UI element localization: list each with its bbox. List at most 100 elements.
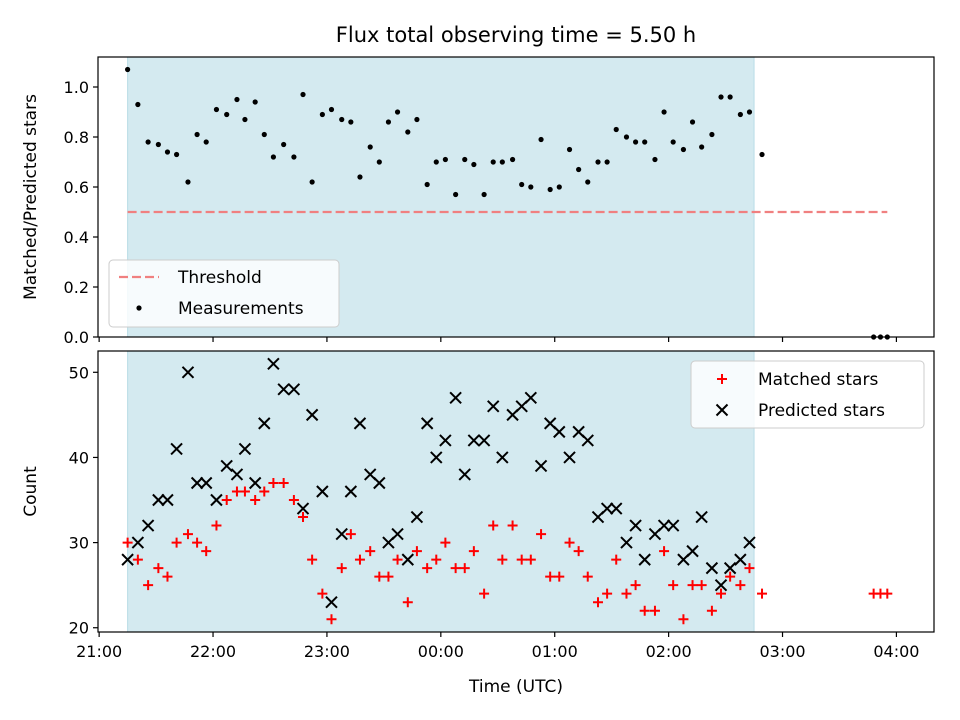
predicted-star-point xyxy=(305,408,319,422)
x-tick-label: 21:00 xyxy=(76,642,122,661)
measurement-point xyxy=(213,106,220,113)
matched-star-point xyxy=(239,486,250,497)
y-tick-label: 30 xyxy=(69,534,89,553)
matched-star-point xyxy=(336,563,347,574)
predicted-star-point xyxy=(467,434,481,447)
matched-star-point xyxy=(201,546,212,557)
y-axis-label: Matched/Predicted stars xyxy=(21,94,41,300)
predicted-star-point xyxy=(152,493,165,507)
matched-star-point xyxy=(298,512,309,523)
predicted-star-point xyxy=(449,391,462,405)
predicted-star-point xyxy=(267,357,280,370)
matched-star-point xyxy=(440,537,451,548)
measurement-point xyxy=(367,144,373,150)
matched-star-point xyxy=(411,546,422,557)
measurement-point xyxy=(164,149,171,155)
predicted-star-point xyxy=(420,417,434,430)
count-panel: 20 30 40 50 21:00 22:00 23:00 00:00 01:00 02:00 03… xyxy=(21,350,935,661)
measurement-point xyxy=(291,154,297,160)
measurement-point xyxy=(670,139,676,145)
measurement-point xyxy=(442,156,448,163)
matched-star-point xyxy=(649,605,660,616)
y-tick-label: 1.0 xyxy=(64,78,89,97)
matched-star-point xyxy=(374,571,385,582)
matched-star-point xyxy=(221,495,232,506)
legend-box xyxy=(690,360,925,429)
x-tick-label: 02:00 xyxy=(646,642,692,661)
matched-star-point xyxy=(182,529,193,540)
predicted-star-point xyxy=(238,442,252,456)
matched-star-point xyxy=(573,546,584,557)
matched-star-point xyxy=(554,571,565,582)
axes-frame xyxy=(97,350,935,633)
matched-star-point xyxy=(497,554,508,565)
predicted-star-point xyxy=(620,536,633,549)
matched-star-point xyxy=(488,520,499,531)
measurement-point xyxy=(173,151,180,158)
matched-star-point xyxy=(507,520,518,531)
x-tick-label: 03:00 xyxy=(759,642,805,661)
measurement-point xyxy=(281,141,287,148)
measurement-point xyxy=(424,181,430,188)
matched-star-point xyxy=(564,537,575,548)
measurement-point xyxy=(357,174,363,180)
predicted-star-point xyxy=(610,502,623,515)
matched-star-point xyxy=(143,580,154,591)
measurement-point xyxy=(405,129,411,135)
matched-star-point xyxy=(602,588,613,599)
matched-star-point xyxy=(678,614,689,625)
matched-star-point xyxy=(317,588,328,599)
matched-star-point xyxy=(211,520,222,531)
measurement-point xyxy=(348,119,354,125)
measurement-point xyxy=(471,161,477,168)
measurement-point xyxy=(746,109,753,115)
y-tick-label: 20 xyxy=(69,619,89,638)
measurement-point xyxy=(718,94,724,100)
matched-star-point xyxy=(326,614,337,625)
matched-star-point xyxy=(639,605,650,616)
measurement-point xyxy=(145,139,151,145)
matched-star-point xyxy=(516,554,527,565)
series-matched-stars xyxy=(122,477,893,625)
measurement-point xyxy=(125,66,131,73)
observing-span xyxy=(127,350,755,633)
matched-star-point xyxy=(582,571,593,582)
measurement-point xyxy=(547,186,553,193)
measurement-point xyxy=(680,146,687,153)
measurement-point xyxy=(623,134,630,140)
matched-star-point xyxy=(268,477,279,488)
predicted-star-point xyxy=(391,527,404,541)
measurement-point xyxy=(538,136,544,143)
matched-star-point xyxy=(431,554,442,565)
predicted-star-point xyxy=(534,459,548,473)
predicted-star-point xyxy=(287,383,301,396)
measurement-point xyxy=(652,156,658,163)
predicted-star-point xyxy=(410,510,424,524)
measurement-point xyxy=(453,191,459,198)
predicted-star-point xyxy=(695,510,708,524)
measurement-point xyxy=(234,96,240,103)
x-axis-label: Time (UTC) xyxy=(468,677,563,697)
predicted-star-point xyxy=(335,527,348,541)
y-tick-label: 0.8 xyxy=(64,128,89,147)
predicted-star-point xyxy=(325,595,338,609)
predicted-star-point xyxy=(210,493,223,507)
matched-star-point xyxy=(307,554,318,565)
legend-label: Threshold xyxy=(177,268,262,288)
measurement-point xyxy=(737,111,743,118)
predicted-star-point xyxy=(353,417,367,430)
matched-star-point xyxy=(171,537,182,548)
predicted-star-point xyxy=(141,519,155,532)
matched-star-point xyxy=(545,571,556,582)
matched-star-point xyxy=(259,486,270,497)
predicted-star-point xyxy=(524,391,538,405)
measurement-point xyxy=(185,179,191,185)
matched-star-point xyxy=(630,580,641,591)
measurement-point xyxy=(203,139,209,145)
ratio-panel: 0.0 0.2 0.4 0.6 0.8 1.0 Matched/Predicted star… xyxy=(21,56,935,347)
legend-label: Predicted stars xyxy=(758,401,885,421)
measurement-point xyxy=(613,126,619,133)
measurement-point xyxy=(509,156,516,163)
predicted-star-point xyxy=(705,561,719,575)
predicted-star-point xyxy=(487,400,500,413)
